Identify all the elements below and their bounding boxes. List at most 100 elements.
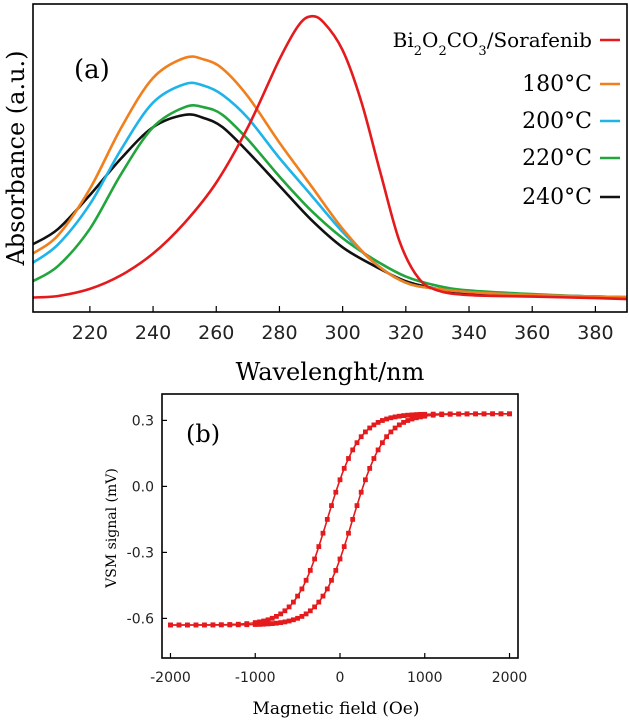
loop-point-1-40 [380,440,385,446]
loop-point-0-19 [384,416,389,422]
loop-point-1-3 [193,622,199,628]
loop-point-0-45 [274,614,279,619]
panel-b-y-axis-label: VSM signal (mV) [104,468,120,589]
loop-point-1-8 [235,622,241,628]
series-line-3 [32,104,628,299]
loop-point-0-39 [299,586,305,592]
panel-a-label: (a) [74,55,110,85]
panel-b-hysteresis-loop [168,411,512,628]
x-tick-label-7: 360 [514,322,550,344]
loop-point-0-15 [401,413,406,418]
loop-line-1 [170,412,510,626]
loop-point-0-31 [333,489,339,495]
loop-point-1-54 [456,411,462,417]
loop-point-1-6 [218,622,224,628]
loop-point-0-11 [418,412,423,417]
legend-label-3: 220°C [522,146,592,171]
loop-point-0-36 [312,556,317,562]
legend-entry-4: 240°C [522,185,620,210]
loop-point-1-39 [375,447,381,453]
panel-a-curves [32,14,628,301]
b-y-tick-label-0: -0.6 [127,611,154,627]
loop-point-1-28 [329,577,334,583]
loop-point-1-53 [447,411,453,417]
loop-point-1-46 [405,418,411,423]
panel-b-ticks: -2000 -1000 0 1000 2000 -0.6 -0.3 0.0 0.3 [127,413,528,686]
loop-point-1-13 [265,621,271,627]
b-x-tick-label-1: -1000 [235,670,276,686]
loop-point-0-34 [320,530,326,536]
b-x-tick-label-4: 2000 [492,670,528,686]
loop-point-0-12 [413,412,419,417]
loop-point-1-0 [168,622,173,628]
loop-point-1-32 [346,530,351,536]
legend-entry-0: Bi2O2CO3/Sorafenib [393,28,620,59]
loop-point-0-20 [380,418,385,423]
loop-point-1-31 [341,544,347,549]
loop-point-1-9 [244,622,250,628]
loop-point-1-19 [291,617,296,623]
loop-point-0-29 [341,466,347,471]
loop-point-1-20 [295,615,300,621]
loop-point-1-12 [261,621,267,627]
loop-point-0-24 [363,429,368,435]
loop-point-1-55 [464,411,470,417]
loop-point-0-13 [409,412,415,418]
loop-point-1-33 [350,517,356,522]
loop-point-0-33 [324,517,330,522]
loop-point-0-18 [388,415,394,421]
loop-point-0-26 [354,440,360,446]
loop-point-1-57 [481,411,487,417]
loop-point-0-27 [350,447,356,453]
loop-point-1-24 [312,604,317,610]
loop-point-1-17 [282,619,288,625]
loop-point-1-11 [257,622,262,627]
loop-point-1-29 [333,568,339,573]
loop-point-0-47 [265,617,271,623]
panel-b-label: (b) [186,420,220,448]
loop-point-0-42 [286,604,292,610]
x-tick-label-6: 340 [451,322,487,344]
legend-entry-1: 180°C [522,72,620,97]
legend-label-0: Bi2O2CO3/Sorafenib [393,28,592,59]
x-tick-label-0: 220 [72,322,108,344]
loop-point-0-16 [396,413,402,419]
panel-a-frame [32,3,628,313]
loop-point-1-44 [396,422,402,428]
loop-point-1-14 [269,621,275,626]
panel-a-legend: Bi2O2CO3/Sorafenib 180°C 200°C 220°C 240°C [393,28,620,210]
loop-point-1-59 [498,411,504,417]
loop-point-1-22 [303,611,309,617]
x-tick-label-4: 300 [325,322,361,344]
loop-point-1-51 [430,412,436,418]
b-x-tick-label-3: 1000 [407,670,443,686]
loop-line-0 [170,412,510,626]
loop-point-1-7 [227,622,233,628]
loop-point-0-48 [261,618,267,624]
legend-entry-3: 220°C [522,146,620,171]
loop-point-1-52 [439,412,445,417]
loop-point-0-30 [337,477,343,483]
loop-point-0-17 [392,414,398,420]
loop-point-1-25 [316,599,322,605]
loop-point-0-44 [278,611,284,617]
loop-point-1-34 [354,503,360,508]
loop-point-1-38 [371,456,377,461]
b-x-tick-label-2: 0 [336,670,345,686]
loop-point-1-45 [401,420,406,425]
x-tick-label-3: 280 [261,322,297,344]
loop-point-1-23 [307,608,313,614]
loop-point-1-21 [299,614,305,619]
loop-point-1-27 [324,586,330,592]
loop-point-0-40 [295,593,300,599]
x-tick-label-8: 380 [577,322,613,344]
loop-point-0-35 [316,544,322,549]
loop-point-1-43 [392,425,398,431]
loop-point-1-41 [384,434,389,440]
loop-point-0-46 [269,615,275,621]
legend-label-4: 240°C [522,185,592,210]
loop-point-0-43 [282,608,288,614]
loop-point-1-2 [185,622,190,628]
loop-point-1-42 [388,429,394,435]
loop-point-0-38 [303,577,309,583]
